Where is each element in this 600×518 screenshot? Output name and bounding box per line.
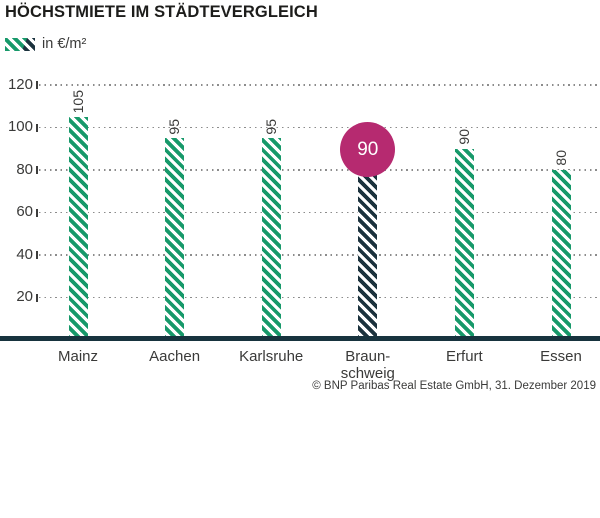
y-axis-label-60: 60 — [16, 203, 33, 220]
y-axis-label-80: 80 — [16, 160, 33, 178]
gridline-40 — [39, 254, 600, 256]
y-axis-label-20: 20 — [16, 288, 33, 305]
highlight-badge-braunschweig: 90 — [340, 122, 396, 178]
bar-value-label-erfurt: 90 — [455, 129, 472, 145]
x-axis-baseline — [0, 336, 600, 341]
category-label-essen: Essen — [540, 348, 582, 365]
hatch-swatch-dark-part-icon — [21, 38, 35, 51]
gridline-20 — [39, 296, 600, 299]
category-label-karlsruhe: Karlsruhe — [239, 348, 304, 365]
bar-aachen — [165, 138, 185, 340]
category-label-mainz: Mainz — [57, 348, 98, 365]
y-axis-tick-60 — [36, 208, 38, 217]
chart-title: HÖCHSTMIETE IM STÄDTEVERGLEICH — [5, 3, 318, 21]
category-label-erfurt: Erfurt — [446, 348, 483, 365]
bar-value-label-karlsruhe: 95 — [262, 118, 279, 135]
gridline-60 — [39, 211, 600, 214]
gridline-80 — [39, 169, 600, 171]
hatch-swatch-icon — [5, 38, 35, 51]
bar-mainz — [68, 116, 88, 340]
y-axis-label-40: 40 — [16, 245, 33, 263]
y-axis-tick-40 — [36, 251, 38, 259]
source-attribution: © BNP Paribas Real Estate GmbH, 31. Deze… — [312, 380, 596, 392]
legend-unit-label: in €/m² — [42, 36, 87, 52]
y-axis-tick-100 — [36, 123, 38, 132]
y-axis-tick-120 — [36, 81, 38, 89]
bar-erfurt — [454, 148, 474, 340]
gridline-100 — [39, 126, 600, 129]
bar-braunschweig — [358, 148, 378, 340]
bar-value-label-essen: 80 — [552, 150, 569, 166]
bar-value-label-aachen: 95 — [166, 118, 183, 135]
y-axis-tick-80 — [36, 166, 38, 174]
category-label-aachen: Aachen — [149, 348, 201, 365]
bar-essen — [551, 170, 571, 340]
gridline-120 — [39, 84, 600, 86]
category-label-braunschweig: Braun- schweig — [340, 348, 395, 382]
y-axis-label-100: 100 — [7, 118, 33, 135]
bar-value-label-mainz: 105 — [69, 89, 86, 113]
y-axis-label-120: 120 — [7, 75, 33, 93]
bar-karlsruhe — [261, 138, 281, 340]
y-axis-tick-20 — [36, 293, 38, 302]
